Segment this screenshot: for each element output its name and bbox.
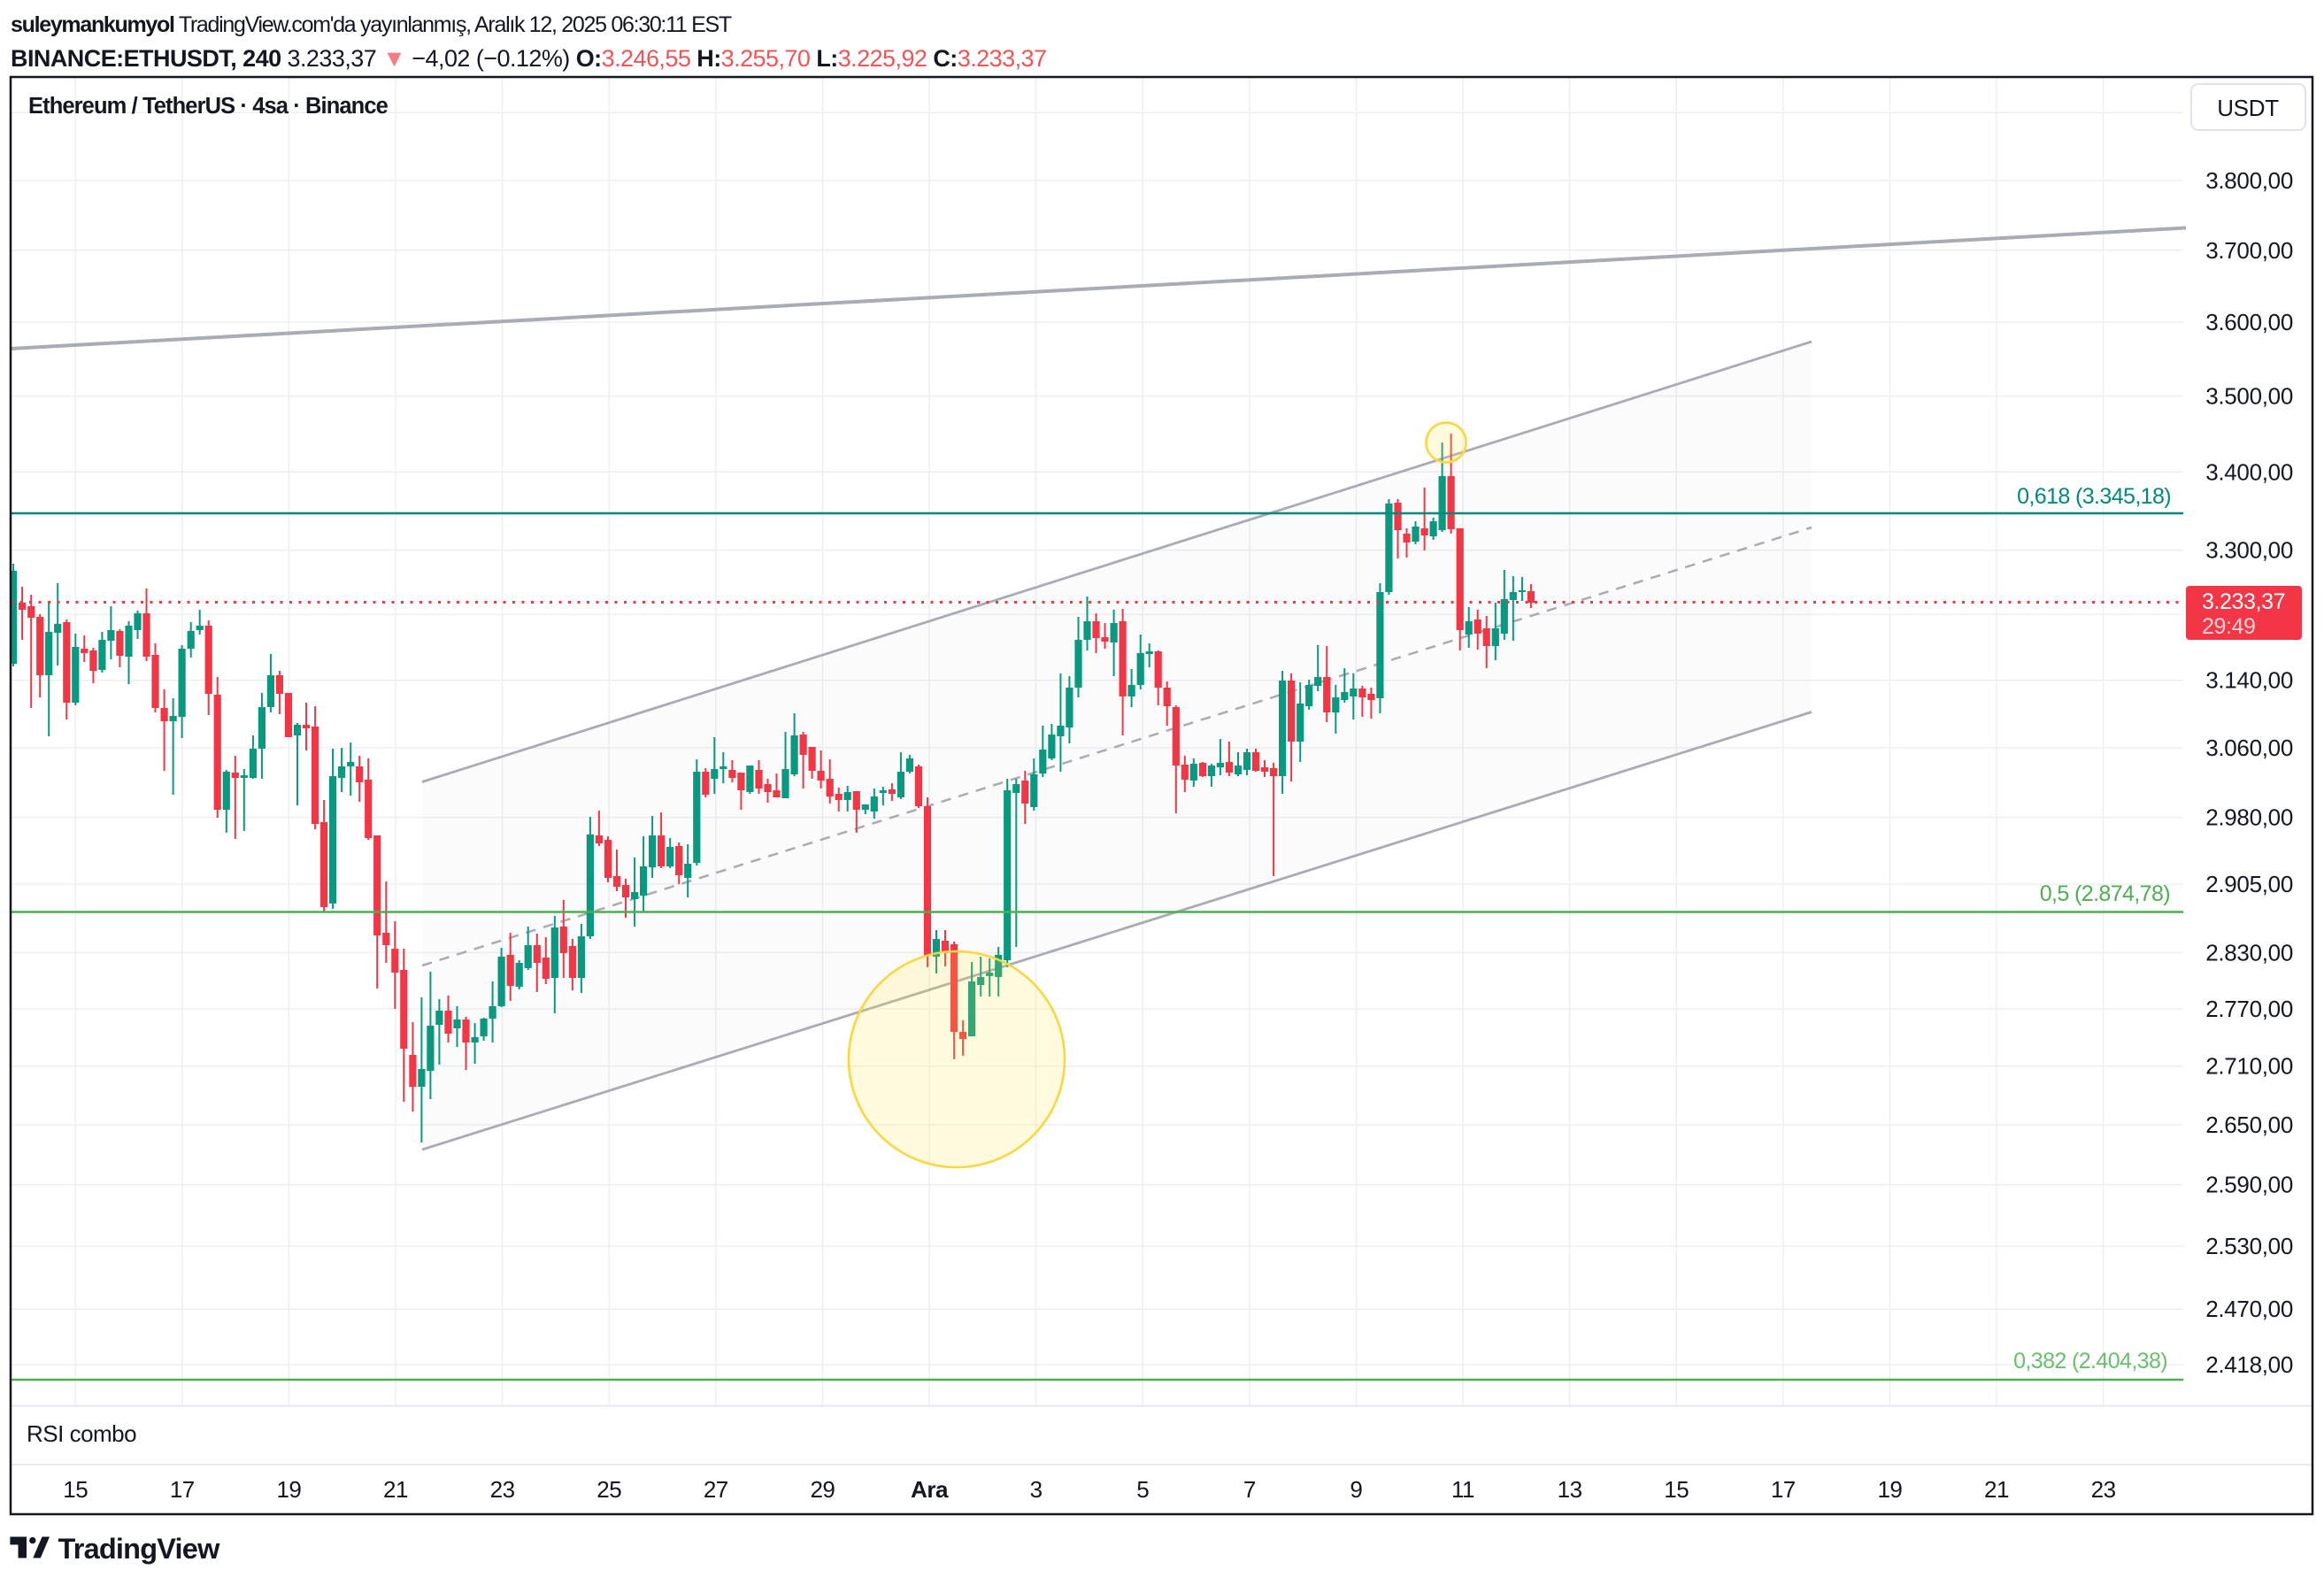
svg-text:2.710,00: 2.710,00 — [2205, 1053, 2293, 1080]
svg-text:0,382 (2.404,38): 0,382 (2.404,38) — [2013, 1349, 2167, 1373]
svg-text:2.530,00: 2.530,00 — [2205, 1233, 2293, 1259]
svg-text:29:49: 29:49 — [2202, 614, 2256, 639]
svg-text:19: 19 — [276, 1476, 301, 1503]
svg-text:TradingView: TradingView — [58, 1533, 221, 1565]
svg-text:3.233,37: 3.233,37 — [2202, 589, 2285, 614]
svg-text:3.300,00: 3.300,00 — [2205, 537, 2293, 564]
svg-text:2.770,00: 2.770,00 — [2205, 996, 2293, 1022]
svg-text:9: 9 — [1350, 1476, 1362, 1503]
svg-text:3.600,00: 3.600,00 — [2205, 309, 2293, 335]
svg-text:17: 17 — [1771, 1476, 1796, 1503]
svg-text:2.830,00: 2.830,00 — [2205, 939, 2293, 966]
svg-text:21: 21 — [383, 1476, 408, 1503]
svg-text:0,5 (2.874,78): 0,5 (2.874,78) — [2040, 881, 2170, 906]
svg-text:BINANCE:ETHUSDT, 240 3.233,37: BINANCE:ETHUSDT, 240 3.233,37 ▼ −4,02 (−… — [11, 45, 1046, 72]
svg-text:15: 15 — [63, 1476, 88, 1503]
svg-text:2.905,00: 2.905,00 — [2205, 871, 2293, 897]
svg-text:2.980,00: 2.980,00 — [2205, 804, 2293, 831]
svg-text:7: 7 — [1243, 1476, 1256, 1503]
svg-text:3.060,00: 3.060,00 — [2205, 735, 2293, 761]
svg-text:suleymankumyol TradingView.com: suleymankumyol TradingView.com'da yayınl… — [11, 12, 732, 37]
svg-text:2.418,00: 2.418,00 — [2205, 1351, 2293, 1378]
svg-text:15: 15 — [1664, 1476, 1689, 1503]
svg-text:3.800,00: 3.800,00 — [2205, 167, 2293, 194]
svg-text:RSI combo: RSI combo — [27, 1420, 136, 1447]
svg-text:3.400,00: 3.400,00 — [2205, 458, 2293, 485]
svg-text:11: 11 — [1451, 1476, 1474, 1503]
svg-text:0,618 (3.345,18): 0,618 (3.345,18) — [2017, 484, 2171, 509]
svg-text:Ethereum / TetherUS · 4sa · Bi: Ethereum / TetherUS · 4sa · Binance — [28, 94, 389, 119]
svg-text:3.700,00: 3.700,00 — [2205, 237, 2293, 264]
svg-text:3.500,00: 3.500,00 — [2205, 383, 2293, 410]
svg-text:2.590,00: 2.590,00 — [2205, 1172, 2293, 1198]
svg-text:2.650,00: 2.650,00 — [2205, 1112, 2293, 1138]
svg-text:2.470,00: 2.470,00 — [2205, 1296, 2293, 1322]
svg-text:Ara: Ara — [911, 1476, 949, 1503]
svg-text:3: 3 — [1030, 1476, 1043, 1503]
svg-text:19: 19 — [1877, 1476, 1902, 1503]
svg-text:5: 5 — [1136, 1476, 1149, 1503]
svg-text:13: 13 — [1558, 1476, 1582, 1503]
svg-text:USDT: USDT — [2217, 95, 2279, 121]
svg-text:29: 29 — [810, 1476, 835, 1503]
svg-text:23: 23 — [2091, 1476, 2116, 1503]
svg-text:17: 17 — [170, 1476, 195, 1503]
svg-text:23: 23 — [490, 1476, 515, 1503]
svg-text:27: 27 — [704, 1476, 728, 1503]
svg-text:3.140,00: 3.140,00 — [2205, 667, 2293, 694]
svg-text:25: 25 — [596, 1476, 621, 1503]
svg-text:21: 21 — [1984, 1476, 2009, 1503]
